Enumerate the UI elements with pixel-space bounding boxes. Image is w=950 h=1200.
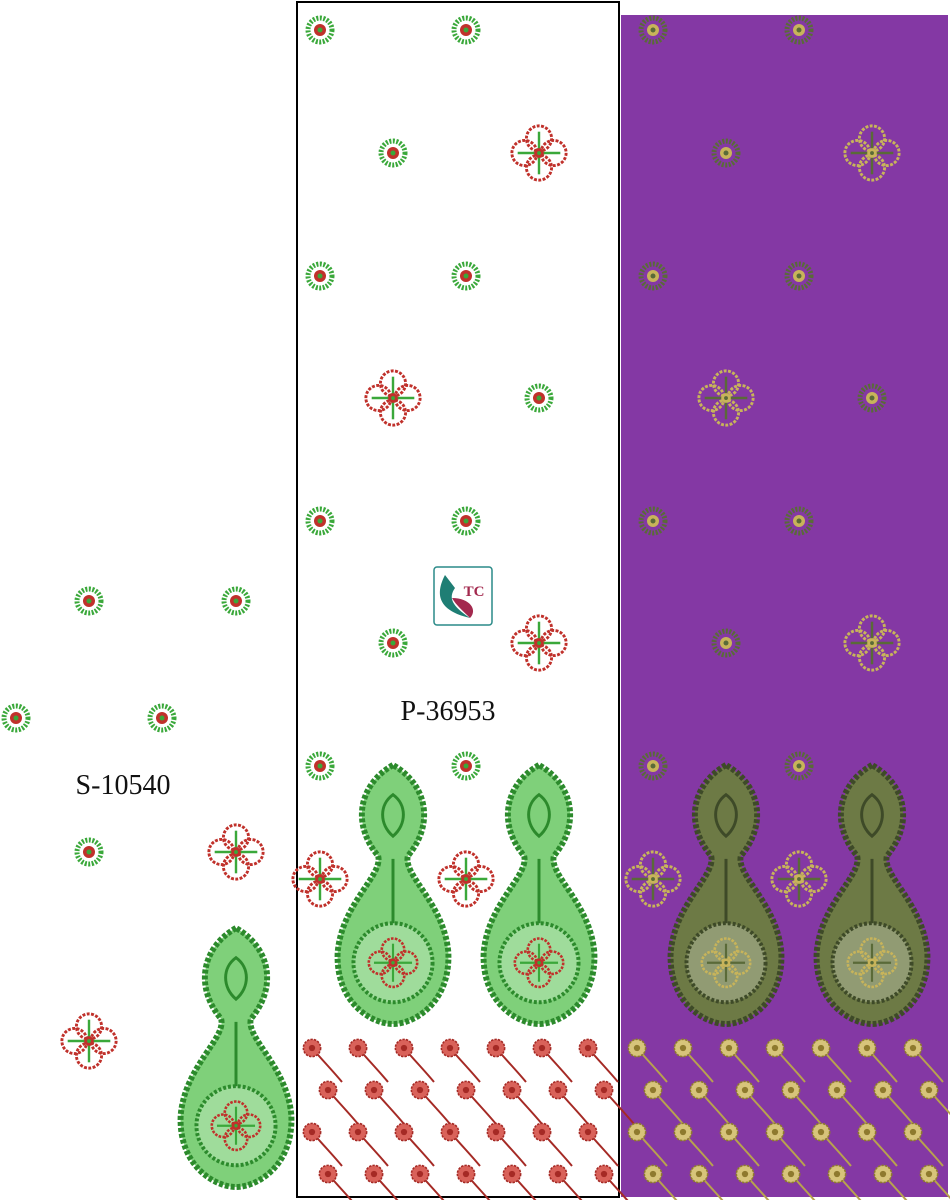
flower xyxy=(858,1123,876,1141)
flower xyxy=(690,1081,708,1099)
design-code: P-36953 xyxy=(401,696,496,727)
flower xyxy=(644,1165,662,1183)
flower xyxy=(812,1123,830,1141)
design-code: S-10540 xyxy=(76,770,171,801)
flower xyxy=(595,1081,613,1099)
flower xyxy=(920,1165,938,1183)
flower-border xyxy=(303,1039,635,1200)
flower xyxy=(349,1123,367,1141)
flower xyxy=(319,1165,337,1183)
flower xyxy=(441,1123,459,1141)
flower xyxy=(411,1081,429,1099)
flower xyxy=(904,1039,922,1057)
flower xyxy=(549,1081,567,1099)
logo-text: TC xyxy=(464,584,485,600)
logo-leaf xyxy=(439,575,470,618)
logo: TC xyxy=(433,566,493,626)
dot-motif xyxy=(150,706,174,730)
flower xyxy=(766,1123,784,1141)
flower xyxy=(319,1081,337,1099)
flower xyxy=(579,1039,597,1057)
dot-motif xyxy=(4,706,28,730)
flower xyxy=(690,1165,708,1183)
flower xyxy=(487,1039,505,1057)
flower xyxy=(441,1039,459,1057)
flower xyxy=(365,1165,383,1183)
flower xyxy=(904,1123,922,1141)
flower xyxy=(720,1123,738,1141)
flower xyxy=(736,1081,754,1099)
purple-panel xyxy=(621,15,948,1197)
flower xyxy=(533,1123,551,1141)
flower-border xyxy=(628,1039,950,1200)
flower xyxy=(487,1123,505,1141)
flower xyxy=(628,1039,646,1057)
flower xyxy=(549,1165,567,1183)
paisley-motif xyxy=(181,928,292,1187)
flower xyxy=(782,1081,800,1099)
flower xyxy=(303,1039,321,1057)
flower xyxy=(365,1081,383,1099)
flower xyxy=(812,1039,830,1057)
flower-motif xyxy=(208,824,264,880)
flower xyxy=(766,1039,784,1057)
motifs xyxy=(4,18,950,1200)
dot-motif xyxy=(77,840,101,864)
flower xyxy=(349,1039,367,1057)
dot-motif xyxy=(224,589,248,613)
flower xyxy=(674,1123,692,1141)
logo-leaf xyxy=(452,598,474,618)
flower xyxy=(644,1081,662,1099)
flower xyxy=(579,1123,597,1141)
flower xyxy=(828,1081,846,1099)
flower xyxy=(828,1165,846,1183)
flower xyxy=(395,1123,413,1141)
flower xyxy=(457,1081,475,1099)
flower xyxy=(720,1039,738,1057)
flower xyxy=(503,1081,521,1099)
flower xyxy=(782,1165,800,1183)
flower xyxy=(874,1165,892,1183)
flower-motif xyxy=(61,1013,117,1069)
flower xyxy=(858,1039,876,1057)
flower xyxy=(533,1039,551,1057)
flower xyxy=(674,1039,692,1057)
flower xyxy=(503,1165,521,1183)
flower xyxy=(736,1165,754,1183)
flower xyxy=(874,1081,892,1099)
dot-motif xyxy=(77,589,101,613)
flower xyxy=(628,1123,646,1141)
flower xyxy=(595,1165,613,1183)
flower xyxy=(411,1165,429,1183)
flower xyxy=(920,1081,938,1099)
flower xyxy=(395,1039,413,1057)
flower xyxy=(457,1165,475,1183)
flower xyxy=(303,1123,321,1141)
